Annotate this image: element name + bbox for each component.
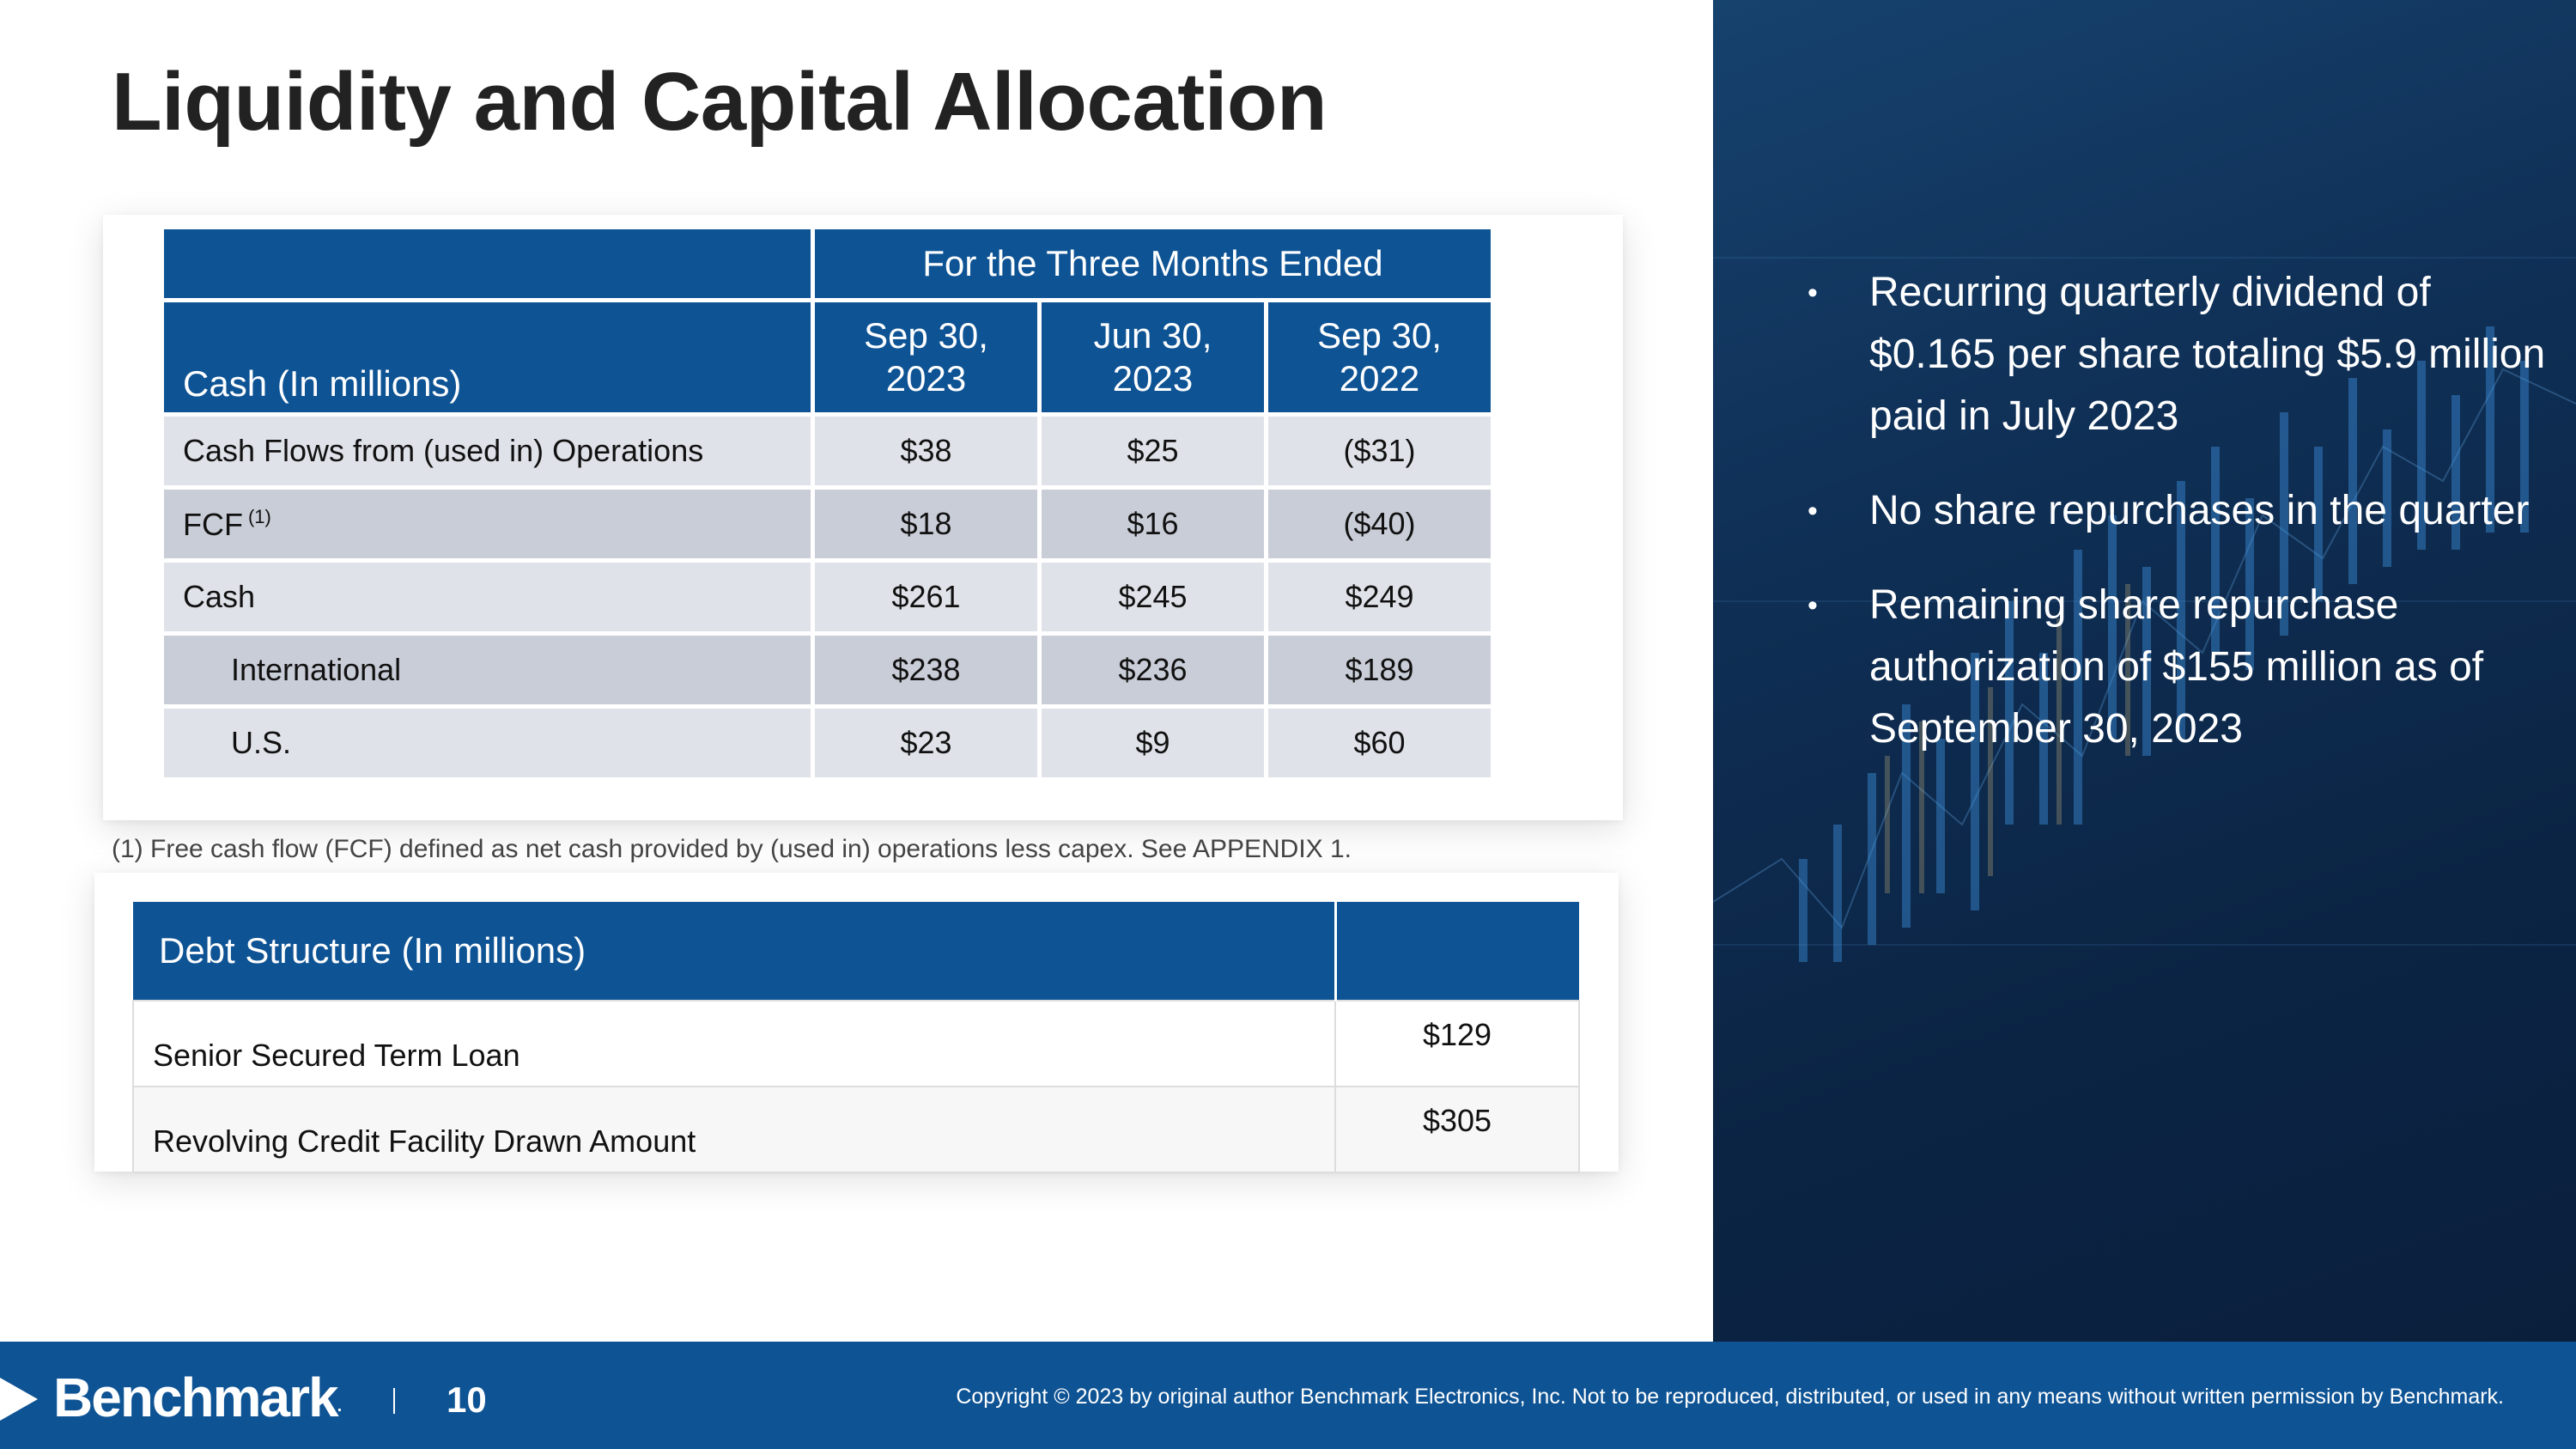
debt-table-card: Debt Structure (In millions) Senior Secu… bbox=[94, 873, 1619, 1173]
brand-logo-mark: . bbox=[337, 1397, 343, 1416]
table-cell: $38 bbox=[811, 412, 1042, 490]
row-label-text: FCF bbox=[183, 506, 243, 542]
row-label: U.S. bbox=[160, 704, 815, 782]
row-label: Senior Secured Term Loan bbox=[132, 1000, 1336, 1087]
table-cell: $16 bbox=[1037, 485, 1268, 563]
table-cell: $249 bbox=[1263, 558, 1496, 636]
column-header-year: 2023 bbox=[1112, 358, 1194, 399]
candlestick-background bbox=[1713, 257, 2576, 962]
page-number: 10 bbox=[447, 1379, 487, 1420]
column-header-year: 2023 bbox=[885, 358, 967, 399]
cash-table-card: For the Three Months Ended Cash (In mill… bbox=[103, 215, 1623, 820]
table-cell: ($31) bbox=[1263, 412, 1496, 490]
table-cell: $261 bbox=[811, 558, 1042, 636]
brand-logo-text: Benchmark bbox=[53, 1367, 339, 1428]
column-header: Sep 30, 2022 bbox=[1263, 298, 1496, 417]
column-header-year: 2022 bbox=[1339, 358, 1420, 399]
table-row: Senior Secured Term Loan $129 bbox=[132, 1000, 1580, 1087]
brand-logo: Benchmark. bbox=[53, 1366, 342, 1429]
right-panel: • Recurring quarterly dividend of $0.165 … bbox=[1713, 0, 2576, 1350]
table-cell: ($40) bbox=[1263, 485, 1496, 563]
table-row: Cash $261 $245 $249 bbox=[160, 558, 1496, 636]
table-row: International $238 $236 $189 bbox=[160, 631, 1496, 709]
bullet-text: Recurring quarterly dividend of $0.165 p… bbox=[1869, 270, 2546, 439]
footer-divider bbox=[393, 1388, 395, 1414]
bullet-dot-icon: • bbox=[1807, 589, 1818, 622]
debt-table-header-blank bbox=[1335, 902, 1579, 1001]
table-cell: $25 bbox=[1037, 412, 1268, 490]
bullet-text: Remaining share repurchase authorization… bbox=[1869, 582, 2484, 752]
footnote-marker: (1) bbox=[247, 505, 271, 527]
table-row: FCF (1) $18 $16 ($40) bbox=[160, 485, 1496, 563]
table-cell: $18 bbox=[811, 485, 1042, 563]
row-label: Revolving Credit Facility Drawn Amount bbox=[132, 1086, 1336, 1173]
debt-table-header: Debt Structure (In millions) bbox=[133, 902, 1337, 1001]
footer-bar: Benchmark. 10 Copyright © 2023 by origin… bbox=[0, 1342, 2576, 1449]
bullet-dot-icon: • bbox=[1807, 495, 1818, 527]
table-cell: $305 bbox=[1334, 1086, 1580, 1173]
table-cell: $23 bbox=[811, 704, 1042, 782]
bullet-item: • Recurring quarterly dividend of $0.165 … bbox=[1807, 262, 2563, 447]
row-label: Cash Flows from (used in) Operations bbox=[160, 412, 815, 490]
column-header-month: Sep 30, bbox=[864, 315, 988, 356]
debt-table: Debt Structure (In millions) Senior Secu… bbox=[132, 902, 1580, 1173]
bullet-dot-icon: • bbox=[1807, 277, 1818, 309]
bullet-item: • Remaining share repurchase authorizatio… bbox=[1807, 575, 2563, 760]
table-cell: $245 bbox=[1037, 558, 1268, 636]
bullet-list: • Recurring quarterly dividend of $0.165 … bbox=[1807, 262, 2563, 793]
table-cell: $129 bbox=[1334, 1000, 1580, 1087]
table-cell: $60 bbox=[1263, 704, 1496, 782]
cash-table: For the Three Months Ended Cash (In mill… bbox=[160, 225, 1496, 782]
bullet-text: No share repurchases in the quarter bbox=[1869, 488, 2530, 533]
table-row: Cash Flows from (used in) Operations $38… bbox=[160, 412, 1496, 490]
bullet-item: • No share repurchases in the quarter bbox=[1807, 480, 2563, 542]
page-title: Liquidity and Capital Allocation bbox=[112, 56, 1327, 148]
row-label: Cash bbox=[160, 558, 815, 636]
column-header: Jun 30, 2023 bbox=[1037, 298, 1268, 417]
column-header: Sep 30, 2023 bbox=[811, 298, 1042, 417]
table-cell: $236 bbox=[1037, 631, 1268, 709]
row-label: FCF (1) bbox=[160, 485, 815, 563]
table-cell: $189 bbox=[1263, 631, 1496, 709]
cash-table-row-header: Cash (In millions) bbox=[160, 298, 815, 417]
column-header-month: Sep 30, bbox=[1317, 315, 1442, 356]
column-header-month: Jun 30, bbox=[1093, 315, 1212, 356]
table-cell: $238 bbox=[811, 631, 1042, 709]
cash-table-group-header: For the Three Months Ended bbox=[810, 225, 1496, 302]
table-row: Revolving Credit Facility Drawn Amount $… bbox=[132, 1086, 1580, 1173]
row-label: International bbox=[160, 631, 815, 709]
copyright-notice: Copyright © 2023 by original author Benc… bbox=[956, 1385, 2504, 1409]
logo-arrow-icon bbox=[0, 1378, 38, 1421]
cash-table-corner bbox=[160, 225, 815, 302]
table-cell: $9 bbox=[1037, 704, 1268, 782]
table-row: U.S. $23 $9 $60 bbox=[160, 704, 1496, 782]
footnote: (1) Free cash flow (FCF) defined as net … bbox=[112, 835, 1352, 863]
